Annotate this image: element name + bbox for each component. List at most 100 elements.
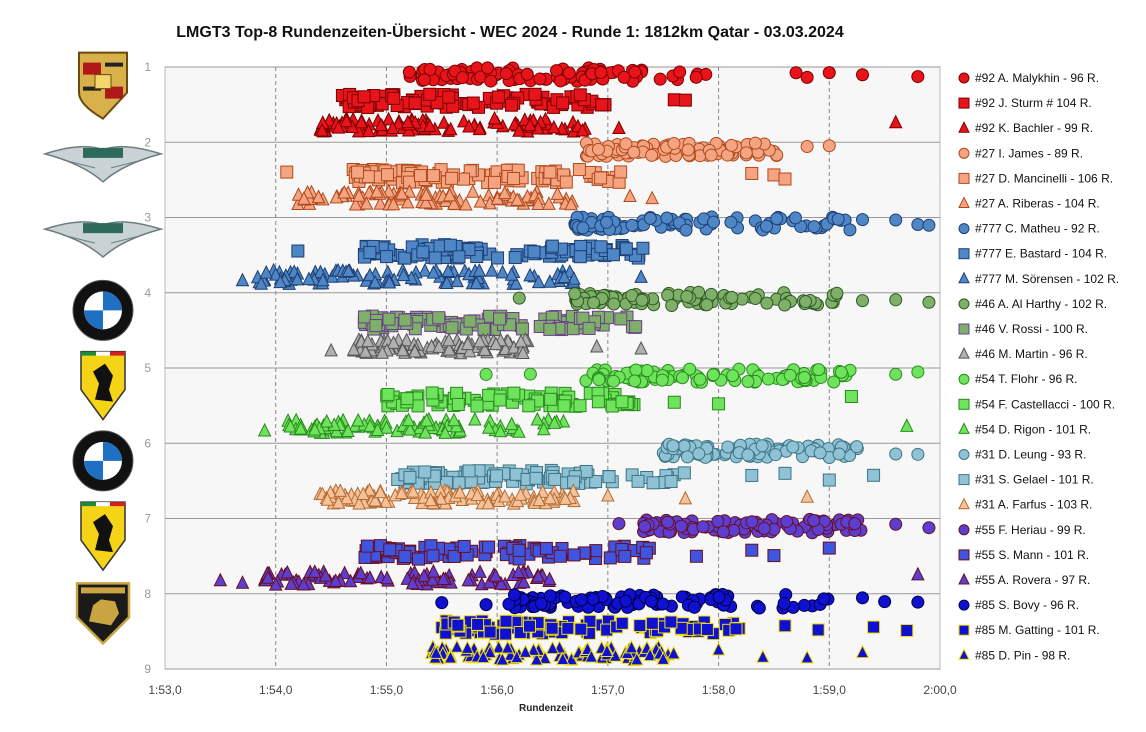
series-8 bbox=[291, 238, 650, 265]
data-point bbox=[646, 476, 660, 490]
data-point bbox=[512, 123, 526, 137]
data-point bbox=[667, 136, 681, 150]
data-point bbox=[889, 213, 903, 227]
data-point bbox=[547, 415, 562, 429]
data-point bbox=[533, 72, 547, 86]
data-point bbox=[352, 188, 366, 202]
data-point bbox=[395, 185, 409, 200]
data-point bbox=[469, 275, 484, 290]
data-point bbox=[640, 364, 654, 378]
data-point bbox=[656, 651, 671, 665]
data-point bbox=[619, 594, 633, 608]
data-point bbox=[681, 143, 695, 157]
data-point bbox=[487, 110, 502, 125]
data-point bbox=[425, 572, 440, 586]
crest-field bbox=[105, 86, 123, 99]
data-point bbox=[483, 625, 497, 639]
data-point bbox=[450, 273, 464, 288]
data-point bbox=[513, 487, 528, 501]
data-point bbox=[341, 423, 355, 438]
data-point bbox=[510, 192, 525, 206]
legend-marker bbox=[958, 474, 970, 486]
data-point bbox=[889, 367, 903, 381]
data-point bbox=[369, 319, 383, 333]
data-point bbox=[797, 371, 811, 385]
data-point bbox=[363, 267, 377, 282]
data-point bbox=[538, 650, 552, 665]
data-point bbox=[386, 196, 401, 211]
legend-marker bbox=[958, 147, 970, 159]
series-6 bbox=[291, 183, 659, 211]
data-point bbox=[822, 139, 836, 153]
data-point bbox=[579, 464, 593, 478]
prancing-horse bbox=[93, 514, 113, 553]
aston-martin-logo bbox=[42, 221, 164, 259]
data-point bbox=[899, 418, 914, 432]
data-point bbox=[425, 386, 439, 400]
data-point bbox=[633, 619, 647, 633]
data-point bbox=[545, 640, 560, 655]
data-point bbox=[617, 70, 631, 84]
data-point bbox=[606, 248, 620, 262]
data-point bbox=[379, 420, 394, 434]
data-point bbox=[574, 622, 588, 636]
x-tick-label: 1:55,0 bbox=[370, 683, 404, 697]
data-point bbox=[518, 644, 533, 658]
data-point bbox=[531, 568, 546, 583]
data-point bbox=[729, 622, 743, 636]
data-point bbox=[293, 421, 308, 435]
data-point bbox=[436, 571, 451, 586]
data-point bbox=[619, 242, 633, 256]
crest-stripe bbox=[105, 62, 123, 67]
series-19 bbox=[612, 512, 936, 540]
data-point bbox=[556, 96, 570, 110]
data-point bbox=[800, 139, 814, 153]
data-point bbox=[405, 575, 420, 590]
data-point bbox=[443, 649, 458, 664]
data-point bbox=[515, 322, 529, 336]
badge-band bbox=[83, 147, 123, 158]
data-point bbox=[346, 341, 361, 356]
data-point bbox=[320, 492, 335, 506]
data-point bbox=[856, 294, 869, 308]
y-tick-label: 1 bbox=[144, 60, 151, 74]
data-point bbox=[748, 136, 762, 150]
data-point bbox=[761, 372, 775, 386]
data-point bbox=[628, 374, 642, 388]
data-point bbox=[472, 121, 487, 136]
data-point bbox=[339, 490, 354, 505]
data-point bbox=[653, 72, 667, 86]
data-point bbox=[834, 365, 848, 379]
data-point bbox=[382, 274, 397, 289]
data-point bbox=[612, 120, 626, 135]
legend-label: #85 M. Gatting - 101 R. bbox=[975, 623, 1100, 637]
data-point bbox=[507, 588, 521, 602]
data-point bbox=[555, 651, 570, 666]
legend-marker bbox=[958, 196, 970, 208]
data-point bbox=[268, 576, 283, 591]
data-point bbox=[856, 591, 869, 605]
data-point bbox=[680, 289, 694, 303]
flag-stripe bbox=[110, 351, 125, 356]
data-point bbox=[213, 572, 228, 587]
data-point bbox=[462, 243, 476, 257]
series-5 bbox=[280, 163, 792, 190]
legend-marker bbox=[958, 97, 970, 109]
data-point bbox=[451, 397, 465, 411]
data-point bbox=[362, 482, 377, 497]
data-point bbox=[843, 223, 857, 237]
data-point bbox=[403, 470, 417, 484]
data-point bbox=[693, 372, 707, 386]
data-point bbox=[442, 90, 456, 104]
series-12 bbox=[324, 332, 648, 360]
crest-center bbox=[94, 74, 112, 90]
data-point bbox=[797, 598, 811, 612]
data-point bbox=[497, 488, 512, 503]
data-point bbox=[280, 564, 295, 579]
legend-label: #27 A. Riberas - 104 R. bbox=[975, 197, 1100, 211]
data-point bbox=[401, 412, 416, 427]
data-point bbox=[619, 137, 633, 151]
badge-band bbox=[83, 223, 123, 234]
flag-stripe bbox=[96, 502, 110, 507]
legend-marker bbox=[958, 373, 970, 385]
